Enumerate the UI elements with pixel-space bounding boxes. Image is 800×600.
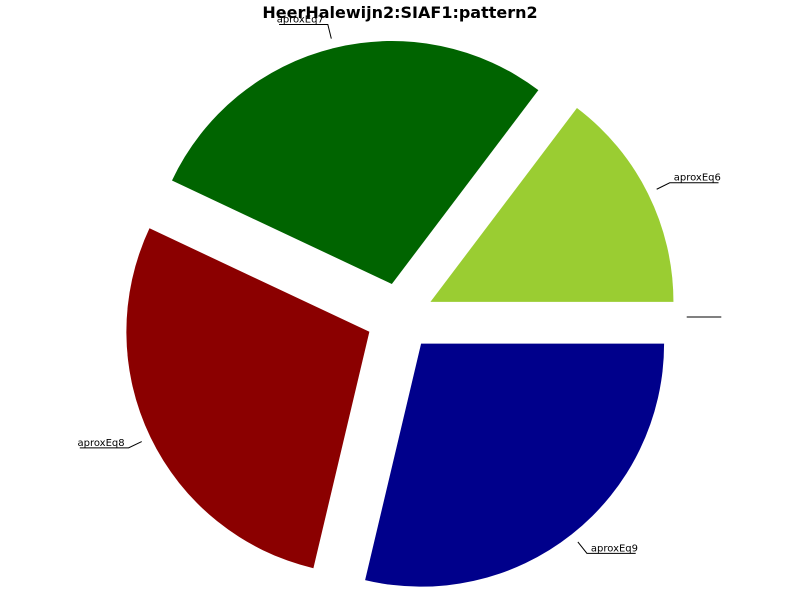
leader-line-aproxeq9 [577, 541, 636, 554]
slice-label-aproxeq7: aproxEq7 [277, 14, 324, 25]
pie-slice-aproxeq9 [365, 343, 665, 587]
leader-line-aproxeq8 [79, 441, 142, 449]
chart-title: HeerHalewijn2:SIAF1:pattern2 [262, 3, 538, 22]
pie-slice-aproxeq6 [430, 107, 674, 302]
pie-slice-aproxeq7 [171, 40, 539, 284]
leader-line-aproxeq7 [279, 23, 332, 39]
pie-slice-aproxeq8 [126, 228, 370, 569]
leader-line-aproxeq6 [656, 182, 719, 190]
slice-label-aproxeq9: aproxEq9 [591, 543, 638, 554]
slice-label-aproxeq8: aproxEq8 [77, 438, 124, 449]
slice-label-aproxeq6: aproxEq6 [674, 173, 721, 184]
